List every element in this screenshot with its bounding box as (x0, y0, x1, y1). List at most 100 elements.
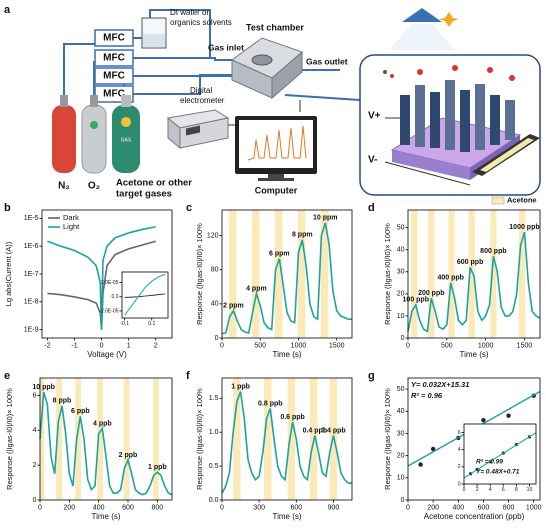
y-tick-label: 0 (401, 335, 405, 342)
exposure-band (56, 378, 62, 500)
y-tick-label: 40 (397, 247, 405, 254)
plot-frame (41, 209, 173, 339)
x-tick-label: -2 (44, 342, 50, 349)
sensor-illustration (359, 8, 541, 196)
y-axis-label: Response (|Igas-I0|/I0)× 100% (383, 223, 392, 325)
peak-label: 4 ppm (246, 285, 267, 292)
setup-diagram: a MFC MFC MFC MFC DI water or organics s… (4, 4, 541, 200)
chamber-label: Test chamber (246, 22, 304, 32)
legend-label: Acetone (507, 195, 537, 204)
y-tick-label: 10 (397, 313, 405, 320)
peak-label: 2 ppb (119, 452, 138, 459)
series-line (124, 293, 166, 298)
fit-annotation: R² = 0.99 (476, 459, 503, 466)
x-tick-label: 200 (63, 504, 75, 511)
peak-label: 10 ppb (32, 384, 55, 391)
gas-pipes (63, 43, 125, 99)
x-tick-label: 2 (154, 342, 158, 349)
electrometer-label: Digital (190, 86, 212, 95)
x-tick-label: 2 (476, 487, 479, 493)
y-tick-label: 1E-9 (24, 326, 39, 333)
target-label: target gases (116, 189, 172, 200)
electrometer (166, 109, 230, 150)
peak-label: 1 ppb (148, 464, 167, 471)
inset-background (122, 272, 168, 318)
x-tick-label: 6 (502, 487, 505, 493)
x-tick-label: 0 (38, 504, 42, 511)
x-axis-label: Time (s) (91, 512, 120, 521)
x-tick-label: 500 (254, 342, 266, 349)
data-point (430, 446, 436, 452)
x-tick-label: 0 (220, 504, 224, 511)
peak-label: 4 ppb (93, 420, 112, 427)
solvent-label: DI water or (170, 8, 209, 17)
x-tick-label: 200 (427, 504, 439, 511)
y-axis-label: Response (|Igas-I0|/I0)× 100% (5, 388, 14, 490)
x-tick-label: 600 (290, 504, 302, 511)
exposure-band (274, 210, 283, 338)
peak-label: 6 ppm (269, 250, 290, 257)
peak-label: 0.8 ppb (258, 400, 283, 407)
x-axis-label: Voltage (V) (87, 350, 127, 359)
peak-label: 8 ppm (292, 232, 313, 239)
mfc-boxes (94, 29, 134, 103)
y-tick-label: 1.0 (209, 429, 219, 436)
computer (235, 116, 317, 181)
x-axis-label: Time (s) (272, 350, 301, 359)
x-tick-label: 500 (441, 342, 453, 349)
x-tick-label: 0 (220, 342, 224, 349)
gas-cylinders (52, 95, 140, 174)
y-tick-label: 1E-8 (24, 299, 39, 306)
exposure-band (251, 210, 260, 338)
fit-annotation: Y= 0.032X+15.31 (411, 380, 469, 389)
electrode-label: V+ (368, 111, 381, 122)
outlet-pipe (284, 69, 361, 101)
series-line (124, 273, 166, 316)
test-chamber (231, 37, 303, 100)
x-tick-label: 1000 (291, 342, 307, 349)
gas-label: N₂ (58, 181, 70, 192)
exposure-band (411, 210, 418, 338)
y-tick-label: 0.5 (209, 463, 219, 470)
y-tick-label: 40 (397, 408, 405, 415)
series-line (221, 222, 352, 335)
beaker (141, 17, 167, 49)
y-tick-label: 4 (458, 447, 461, 453)
y-tick-label: 0 (401, 497, 405, 504)
series-line (221, 391, 352, 494)
x-tick-label: 0 (406, 504, 410, 511)
y-tick-label: 0.0 (209, 497, 219, 504)
peak-label: 400 ppb (437, 275, 463, 282)
y-tick-label: 80 (211, 267, 219, 274)
y-tick-label: 0 (458, 481, 461, 487)
exposure-band (152, 378, 159, 500)
inset-frame (463, 423, 537, 485)
fit-annotation: R² = 0.96 (411, 391, 443, 400)
peak-label: 10 ppm (313, 215, 338, 222)
x-tick-label: 800 (503, 504, 515, 511)
exposure-band (320, 210, 329, 338)
electrometer-label: electrometer (180, 96, 225, 105)
mfc-label: MFC (103, 89, 125, 100)
inset-frame (121, 271, 169, 319)
gas-label: O₂ (88, 181, 100, 192)
series-line (407, 231, 541, 333)
peak-label: 6 ppb (71, 408, 90, 415)
peak-label: 8 ppb (53, 398, 72, 405)
x-tick-label: 1500 (517, 342, 533, 349)
peak-label: 200 ppb (418, 290, 444, 297)
x-tick-label: 400 (93, 504, 105, 511)
exposure-band (297, 210, 306, 338)
y-tick-label: 0 (33, 497, 37, 504)
peak-label: 1000 ppb (509, 224, 539, 231)
y-tick-label: 20 (397, 452, 405, 459)
plot-frame (221, 377, 353, 501)
y-tick-label: 1E-5 (24, 215, 39, 222)
x-tick-label: 1000 (526, 504, 542, 511)
mfc-label: MFC (103, 53, 125, 64)
peak-label: 0.4 ppb (303, 427, 328, 434)
panel-letter: d (368, 202, 375, 214)
panel-letter: f (186, 370, 190, 382)
x-tick-label: -1 (71, 342, 77, 349)
peak-label: 2 ppm (223, 303, 244, 310)
